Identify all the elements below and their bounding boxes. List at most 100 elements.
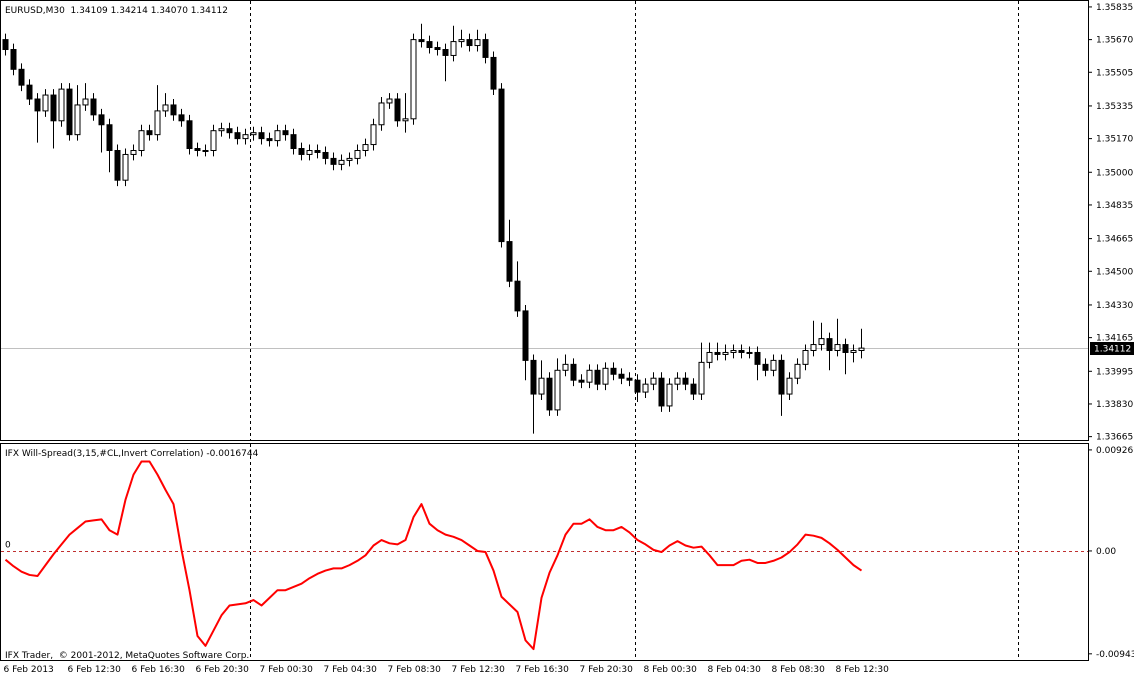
candle-body [762, 363, 769, 371]
candle-body [826, 338, 833, 351]
candle-body [74, 104, 81, 136]
candle-body [586, 369, 593, 383]
y-tick-label: 0.00 [1096, 547, 1116, 557]
candle-body [2, 39, 9, 51]
candle-body [50, 94, 57, 122]
y-tick-label: 1.34165 [1096, 334, 1133, 344]
indicator-title: IFX Will-Spread(3,15,#CL,Invert Correlat… [5, 449, 259, 459]
y-tick-label: 1.34835 [1096, 201, 1133, 211]
x-tick-label: 7 Feb 12:30 [452, 665, 506, 675]
candle-body [274, 130, 281, 142]
x-tick-label: 7 Feb 00:30 [260, 665, 314, 675]
y-tick-label: 1.35505 [1096, 68, 1133, 78]
y-tick-label: 1.34665 [1096, 235, 1133, 245]
candle-body [490, 56, 497, 90]
candle-body [186, 120, 193, 150]
x-tick-label: 7 Feb 08:30 [388, 665, 442, 675]
candle-body [282, 130, 289, 136]
candle-body [234, 132, 241, 140]
candle-body [178, 114, 185, 122]
candle-body [794, 363, 801, 379]
candle-body [146, 130, 153, 136]
x-tick-label: 6 Feb 16:30 [132, 665, 186, 675]
y-tick-label: 1.35835 [1096, 3, 1133, 13]
candle-body [170, 104, 177, 116]
candle-body [698, 361, 705, 395]
candle-body [746, 351, 753, 354]
y-tick-label: 1.34500 [1096, 267, 1133, 277]
candle-body [642, 383, 649, 393]
candle-body [802, 349, 809, 365]
footer: IFX Trader, © 2001-2012, MetaQuotes Soft… [5, 651, 249, 661]
x-tick-label: 8 Feb 12:30 [836, 665, 890, 675]
candle-body [538, 377, 545, 395]
y-tick-label: 1.35670 [1096, 36, 1133, 46]
candle-body [754, 351, 761, 365]
y-tick-label: 1.35170 [1096, 135, 1133, 145]
candle-body [202, 149, 209, 152]
candle-body [90, 98, 97, 116]
candle-body [594, 369, 601, 385]
candle-body [778, 359, 785, 395]
candle-body [602, 367, 609, 385]
candle-body [66, 88, 73, 136]
candle-body [18, 68, 25, 86]
y-tick-label: 1.33830 [1096, 400, 1133, 410]
candle-body [634, 379, 641, 393]
candle-body [554, 369, 561, 411]
candle-body [450, 41, 457, 56]
candle-body [466, 39, 473, 47]
current-price-box [1090, 342, 1134, 355]
candle-body [258, 132, 265, 140]
candle-body [242, 134, 249, 140]
candle-body [218, 128, 225, 132]
candle-body [562, 363, 569, 371]
candle-body [130, 149, 137, 155]
candle-body [98, 114, 105, 126]
candle-body [626, 377, 633, 381]
y-tick-label: 1.34330 [1096, 301, 1133, 311]
candle-body [138, 130, 145, 151]
candle-body [426, 41, 433, 49]
candle-body [322, 151, 329, 159]
x-tick-label: 6 Feb 2013 [4, 665, 54, 675]
candle-body [330, 157, 337, 165]
candle-body [610, 367, 617, 375]
candle-body [722, 351, 729, 355]
candle-body [658, 377, 665, 407]
candle-body [818, 338, 825, 346]
candle-body [58, 88, 65, 122]
candle-body [442, 49, 449, 56]
level-label: 0 [5, 541, 11, 551]
y-tick-label: 1.33995 [1096, 367, 1133, 377]
candle-body [418, 39, 425, 43]
candle-body [306, 149, 313, 155]
candle-body [850, 349, 857, 353]
candle-body [498, 88, 505, 243]
price-panel [0, 0, 1089, 441]
candle-body [682, 377, 689, 385]
candle-body [250, 132, 257, 136]
candle-body [106, 124, 113, 151]
candle-body [338, 159, 345, 165]
candle-body [834, 344, 841, 351]
candle-body [482, 39, 489, 58]
candle-body [514, 280, 521, 312]
y-tick-label: 0.009267 [1096, 446, 1134, 456]
candle-body [474, 39, 481, 47]
x-tick-label: 7 Feb 20:30 [580, 665, 634, 675]
current-price-label: 1.34112 [1094, 345, 1131, 355]
candle-body [706, 351, 713, 363]
candle-body [786, 377, 793, 395]
candle-body [82, 98, 89, 106]
candle-body [674, 377, 681, 385]
candle-body [394, 98, 401, 122]
candle-body [690, 383, 697, 395]
period-separators [250, 1, 1019, 660]
candle-body [842, 344, 849, 353]
candle-body [410, 39, 417, 120]
candle-body [546, 377, 553, 411]
candle-body [210, 130, 217, 151]
candle-body [26, 84, 33, 100]
